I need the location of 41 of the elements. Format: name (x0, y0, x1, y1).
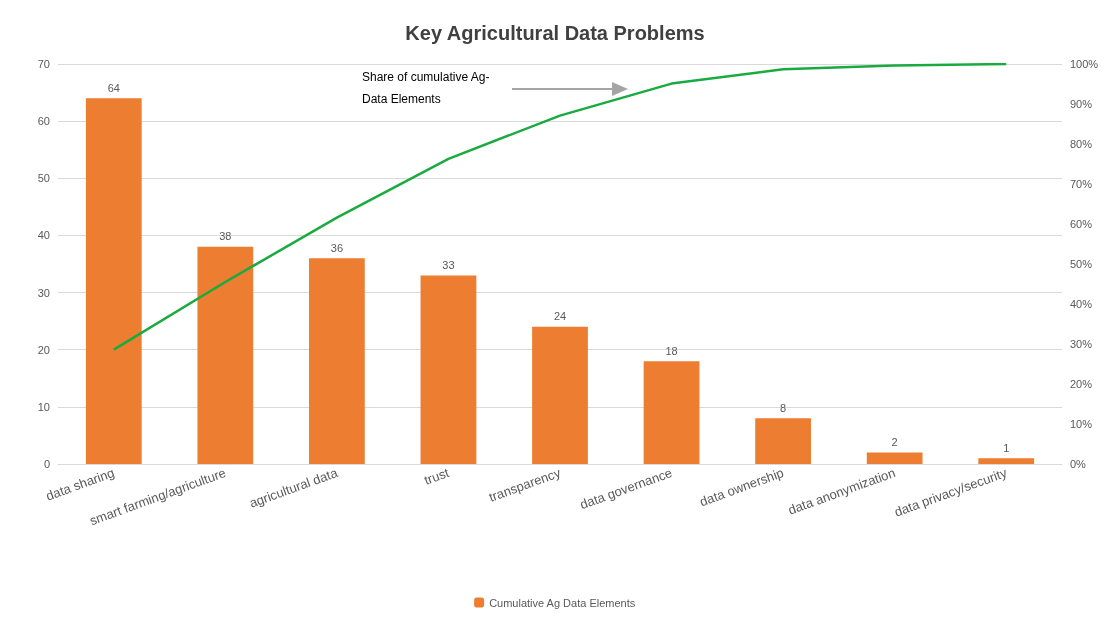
y2-tick-label: 50% (1070, 258, 1093, 270)
bar (420, 275, 477, 464)
bar (85, 98, 142, 464)
data-label: 64 (107, 81, 120, 94)
bar (643, 361, 700, 464)
y-tick-label: 40 (37, 229, 50, 242)
data-label: 8 (780, 401, 787, 414)
annotation: Share of cumulative Ag-Data Elements (362, 66, 512, 110)
y-tick-label: 0 (43, 458, 50, 470)
y2-tick-label: 30% (1070, 338, 1093, 350)
y2-tick-label: 70% (1070, 178, 1093, 190)
y2-tick-label: 10% (1070, 418, 1093, 430)
y2-tick-label: 20% (1070, 378, 1093, 390)
y-tick-label: 10 (37, 400, 50, 413)
y2-tick-label: 40% (1070, 298, 1093, 310)
bar (755, 418, 811, 464)
data-label: 38 (219, 230, 232, 243)
y2-tick-label: 60% (1070, 218, 1093, 230)
y-tick-label: 70 (37, 58, 50, 70)
data-label: 24 (553, 310, 567, 323)
bar (309, 258, 365, 464)
data-label: 36 (330, 241, 344, 254)
y-tick-label: 20 (37, 343, 50, 356)
data-label: 1 (1003, 441, 1010, 454)
data-label: 33 (442, 258, 455, 271)
bar (866, 452, 923, 464)
y2-tick-label: 100% (1070, 58, 1099, 70)
bar (197, 246, 254, 464)
x-tick-label: trust (422, 464, 452, 488)
chart-title: Key Agricultural Data Problems (405, 22, 705, 44)
y2-tick-label: 90% (1070, 98, 1093, 110)
y-tick-label: 50 (37, 172, 50, 185)
legend-label: Cumulative Ag Data Elements (489, 596, 636, 609)
y2-tick-label: 80% (1070, 138, 1093, 150)
bar (532, 326, 588, 464)
bar (978, 458, 1035, 464)
y-tick-label: 60 (37, 115, 50, 128)
data-label: 18 (665, 344, 678, 357)
y-tick-label: 30 (37, 286, 50, 299)
data-label: 2 (891, 436, 898, 449)
y2-tick-label: 0% (1070, 458, 1087, 470)
